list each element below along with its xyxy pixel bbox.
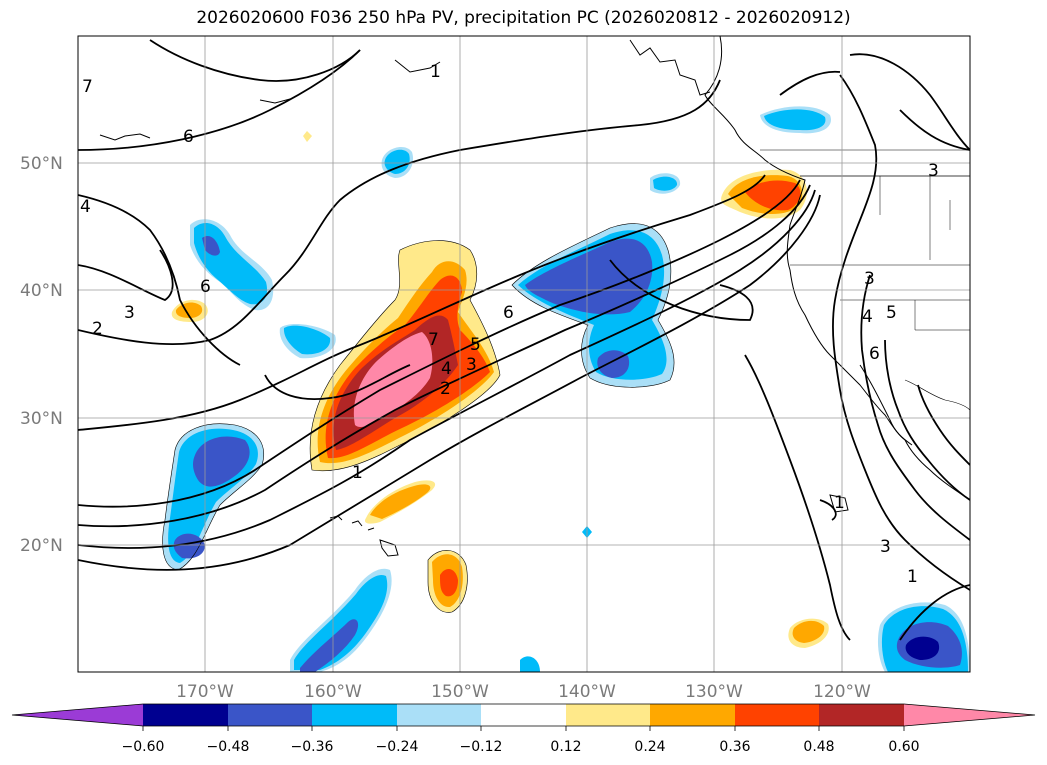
lon-label: 150°W (431, 682, 489, 702)
contour-label: 1 (907, 567, 918, 587)
contour-label: 1 (834, 493, 845, 513)
contour-label: 6 (183, 127, 194, 147)
colorbar-tick-label: 0.24 (634, 739, 665, 755)
contour-label: 3 (864, 269, 875, 289)
colorbar-segment (143, 704, 228, 726)
contour-label: 5 (470, 335, 481, 355)
contour-label: 7 (82, 77, 93, 97)
contour-label: 6 (200, 277, 211, 297)
contour-label: 3 (124, 303, 135, 323)
lat-label: 20°N (20, 536, 63, 556)
colorbar-tick-label: 0.12 (550, 739, 581, 755)
map-title: 2026020600 F036 250 hPa PV, precipitatio… (196, 8, 851, 28)
contour-label: 4 (862, 307, 873, 327)
lat-label: 50°N (20, 154, 63, 174)
colorbar-segment (650, 704, 735, 726)
contour-label: 1 (352, 463, 363, 483)
contour-labels: 7 6 6 4 6 3 2 7 1 5 3 4 2 1 6 3 5 4 6 3 … (80, 62, 939, 587)
pv-contours (78, 39, 970, 641)
contour-label: 3 (880, 537, 891, 557)
contour-label: 4 (441, 359, 452, 379)
colorbar-segment (819, 704, 904, 726)
contour-label: 1 (430, 62, 441, 82)
colorbar: −0.60 −0.48 −0.36 −0.24 −0.12 0.12 0.24 … (11, 703, 1036, 755)
map-background (78, 36, 970, 672)
lon-label: 130°W (685, 682, 743, 702)
colorbar-tick-label: 0.60 (888, 739, 919, 755)
latitude-labels: 50°N 40°N 30°N 20°N (20, 154, 63, 556)
graticule (78, 36, 970, 672)
colorbar-tick-label: −0.48 (207, 739, 250, 755)
colorbar-tick-label: −0.60 (122, 739, 165, 755)
pos-max-area (353, 332, 433, 428)
lat-label: 40°N (20, 281, 63, 301)
contour-label: 7 (428, 330, 439, 350)
colorbar-segment (735, 704, 819, 726)
colorbar-segment (481, 704, 566, 726)
longitude-labels: 170°W 160°W 150°W 140°W 130°W 120°W (176, 682, 871, 702)
map-frame (77, 35, 971, 673)
colorbar-segment (566, 704, 650, 726)
colorbar-max-extend (904, 704, 1035, 726)
contour-label: 6 (869, 344, 880, 364)
contour-label: 6 (503, 303, 514, 323)
lon-label: 120°W (813, 682, 871, 702)
contour-label: 2 (440, 379, 451, 399)
colorbar-tick-label: 0.48 (803, 739, 834, 755)
colorbar-tick-label: −0.36 (291, 739, 334, 755)
lat-label: 30°N (20, 409, 63, 429)
colorbar-segment (397, 704, 481, 726)
contour-label: 4 (80, 197, 91, 217)
contour-label: 3 (928, 161, 939, 181)
lon-label: 140°W (558, 682, 616, 702)
colorbar-tick-label: −0.12 (460, 739, 503, 755)
colorbar-min-extend (12, 704, 143, 726)
contour-label: 5 (886, 303, 897, 323)
lon-label: 160°W (304, 682, 362, 702)
colorbar-tick-label: −0.24 (376, 739, 419, 755)
colorbar-segment (228, 704, 312, 726)
contour-label: 2 (92, 319, 103, 339)
colorbar-segment (312, 704, 397, 726)
colorbar-tick-label: 0.36 (719, 739, 750, 755)
precip-shading (162, 106, 970, 672)
contour-label: 3 (466, 355, 477, 375)
lon-label: 170°W (176, 682, 234, 702)
